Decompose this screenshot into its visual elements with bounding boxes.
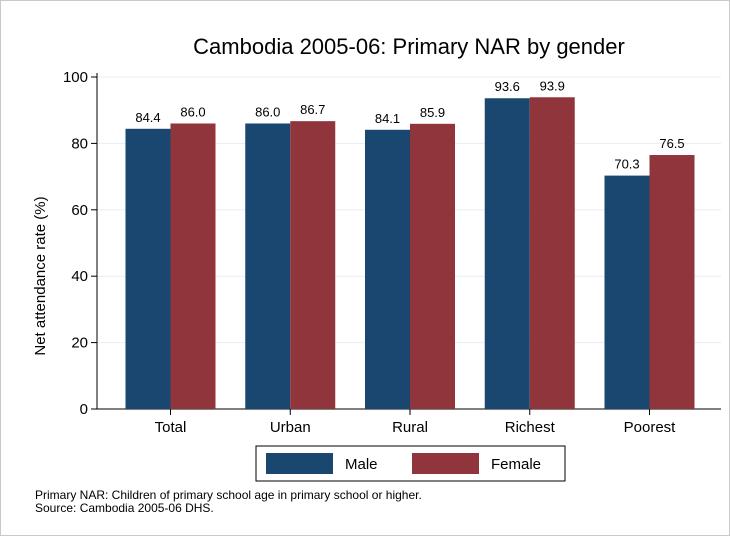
bar-male-poorest xyxy=(604,175,650,409)
chart-notes: Primary NAR: Children of primary school … xyxy=(35,489,422,515)
bar-female-urban xyxy=(290,121,336,409)
x-tick-label: Urban xyxy=(270,419,311,436)
data-label: 70.3 xyxy=(614,157,639,172)
bar-male-richest xyxy=(484,98,530,410)
x-tick-label: Richest xyxy=(505,419,556,436)
data-label: 85.9 xyxy=(420,105,445,120)
data-label: 86.7 xyxy=(300,102,325,117)
data-label: 93.9 xyxy=(540,78,565,93)
data-label: 86.0 xyxy=(255,104,280,119)
x-tick-label: Poorest xyxy=(624,419,677,436)
y-axis-label: Net attendance rate (%) xyxy=(32,196,49,355)
note-source: Source: Cambodia 2005-06 DHS. xyxy=(35,501,214,515)
bar-male-total xyxy=(125,128,171,409)
y-tick-label: 0 xyxy=(80,401,88,418)
bar-female-richest xyxy=(529,97,575,409)
bar-male-urban xyxy=(245,123,291,409)
bars xyxy=(125,97,695,410)
legend-swatch-female xyxy=(412,453,479,474)
data-label: 93.6 xyxy=(495,79,520,94)
bar-male-rural xyxy=(365,129,410,409)
legend: Male Female xyxy=(255,445,566,482)
data-labels: 84.4 86.0 86.0 86.7 84.1 85.9 93.6 93.9 70.3 76.5 xyxy=(135,78,684,171)
chart-title: Cambodia 2005-06: Primary NAR by gender xyxy=(193,34,625,59)
y-tick-label: 20 xyxy=(71,335,88,352)
legend-label-female: Female xyxy=(491,456,541,473)
note-definition: Primary NAR: Children of primary school … xyxy=(35,488,422,502)
data-label: 84.4 xyxy=(135,110,160,125)
legend-swatch-male xyxy=(266,453,333,474)
y-tick-label: 100 xyxy=(63,69,88,86)
y-tick-label: 80 xyxy=(71,135,88,152)
bar-female-rural xyxy=(410,123,455,409)
legend-label-male: Male xyxy=(345,456,378,473)
bar-female-total xyxy=(170,123,216,409)
y-tick-label: 40 xyxy=(71,268,88,285)
y-tick-label: 60 xyxy=(71,202,88,219)
data-label: 84.1 xyxy=(375,111,400,126)
data-label: 76.5 xyxy=(659,136,684,151)
data-label: 86.0 xyxy=(180,104,205,119)
x-tick-label: Rural xyxy=(392,419,428,436)
bar-female-poorest xyxy=(649,155,695,409)
x-tick-label: Total xyxy=(155,419,187,436)
